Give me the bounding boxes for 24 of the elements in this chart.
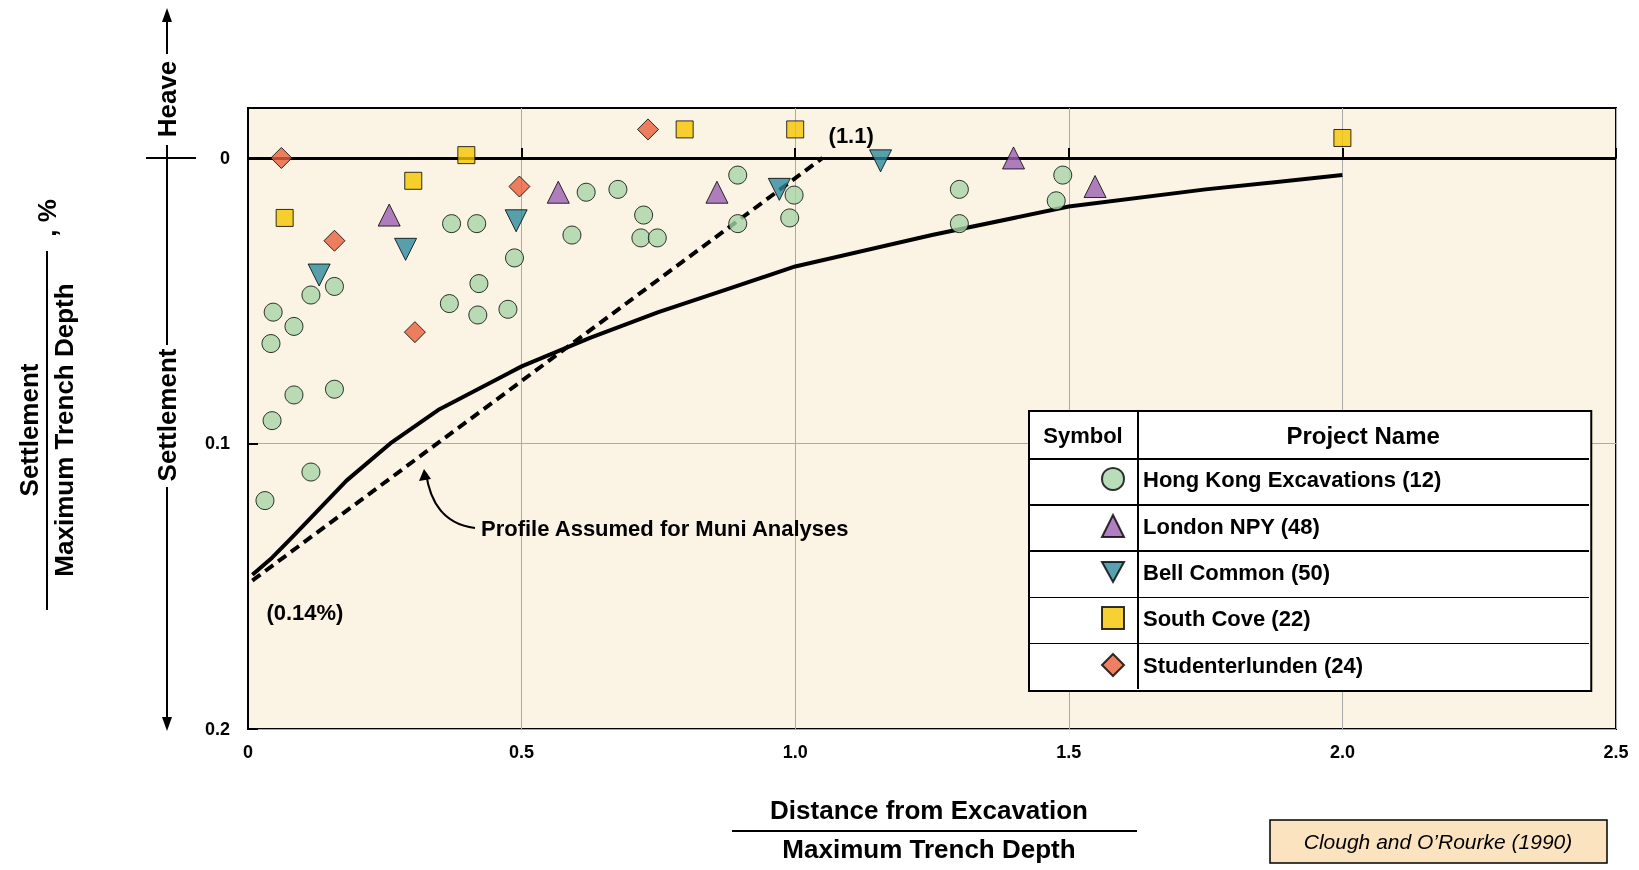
annotation: Symbol [1043,422,1123,448]
x-tick-label: 1.0 [782,742,808,762]
text: Heave [152,60,182,138]
legend-label: London NPY (48) [1143,513,1320,539]
annotation: (1.1) [828,123,874,149]
legend-label: South Cove (22) [1143,605,1311,631]
annotation: (0.14%) [266,600,344,626]
x-tick-label: 2.5 [1603,742,1629,762]
x-tick-label: 0 [242,742,254,762]
x-tick-label: 2.0 [1329,742,1355,762]
y-tick-label: 0 [219,147,230,168]
text: Settlement Maximum Trench Depth , % [14,199,79,577]
x-tick-label: 1.5 [1056,742,1082,762]
x-axis-title: Distance from Excavation Maximum Trench Depth [770,795,1088,864]
y-tick-label: 0.2 [204,719,230,739]
x-tick-label: 0.5 [509,742,535,762]
legend-label: Bell Common (50) [1143,559,1331,585]
legend-label: Studenterlunden (24) [1143,652,1364,678]
annotation: Profile Assumed for Muni Analyses [481,515,849,541]
text: Clough and O’Rourke (1990) [1303,829,1573,853]
y-tick-label: 0.1 [204,433,230,454]
text: Settlement [152,348,182,482]
legend-label: Hong Kong Excavations (12) [1143,466,1442,492]
legend-title: Project Name [1286,421,1440,449]
